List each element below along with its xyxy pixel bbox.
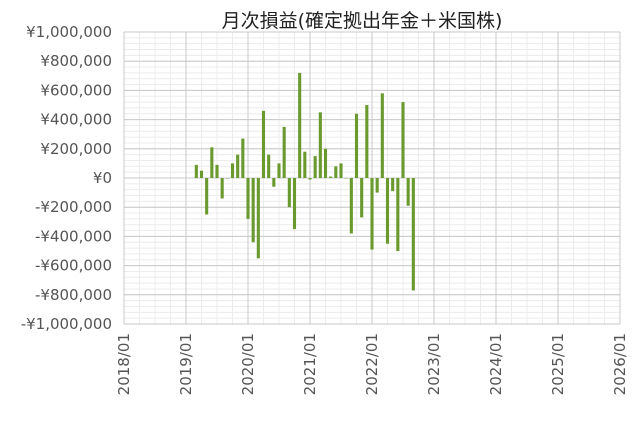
x-tick-label: 2019/01 (177, 333, 195, 395)
bar (225, 178, 229, 179)
bar (344, 178, 348, 179)
y-tick-label: ¥200,000 (40, 140, 112, 158)
y-tick-label: -¥400,000 (35, 227, 112, 245)
bar (236, 154, 240, 178)
bar (334, 166, 338, 178)
bar (199, 170, 204, 178)
bar-series (194, 72, 415, 291)
bar (241, 138, 245, 178)
bar (349, 178, 353, 234)
bar (194, 164, 198, 178)
x-tick-label: 2020/01 (239, 333, 257, 395)
bar (215, 164, 219, 178)
bar (411, 178, 415, 291)
bar (313, 156, 317, 178)
bar (318, 112, 322, 178)
y-tick-label: ¥800,000 (40, 52, 112, 70)
bar (256, 178, 260, 259)
bar (308, 178, 312, 180)
x-tick-label: 2023/01 (425, 333, 443, 395)
bar (323, 148, 328, 178)
bar (298, 72, 302, 178)
bar (396, 178, 400, 251)
bar (220, 178, 224, 199)
x-tick-label: 2018/01 (115, 333, 133, 395)
bar (365, 105, 369, 178)
y-tick-label: -¥1,000,000 (21, 315, 112, 333)
bar (303, 151, 307, 178)
bar (230, 163, 235, 178)
bar (251, 178, 255, 243)
y-tick-label: -¥600,000 (35, 257, 112, 275)
bar (401, 102, 405, 178)
y-tick-label: ¥400,000 (40, 111, 112, 129)
bar (292, 178, 297, 230)
y-tick-label: ¥0 (93, 169, 112, 187)
x-tick-label: 2025/01 (549, 333, 567, 395)
y-tick-label: -¥800,000 (35, 286, 112, 304)
bar (375, 178, 379, 193)
bar (406, 178, 410, 206)
bar (246, 178, 250, 219)
bar (282, 126, 286, 178)
bar (360, 178, 364, 218)
bar (329, 176, 333, 178)
bar (385, 178, 390, 244)
bar (272, 178, 276, 187)
bar (380, 93, 384, 178)
x-axis-ticks: 2018/01 2019/01 2020/01 2021/01 2022/01 2023/… (115, 333, 629, 395)
bar (205, 178, 209, 215)
bar (391, 178, 395, 192)
y-tick-label: ¥600,000 (40, 81, 112, 99)
chart-title: 月次損益(確定拠出年金＋米国株) (222, 10, 503, 32)
bar (339, 163, 343, 178)
y-tick-label: ¥1,000,000 (26, 23, 112, 41)
bar (267, 154, 271, 178)
x-tick-label: 2026/01 (611, 333, 629, 395)
bar (370, 178, 374, 250)
bar (210, 147, 214, 178)
bar (354, 113, 359, 178)
x-tick-label: 2021/01 (301, 333, 319, 395)
y-tick-label: -¥200,000 (35, 198, 112, 216)
bar (287, 178, 291, 208)
x-tick-label: 2022/01 (363, 333, 381, 395)
bar (277, 163, 281, 178)
bar (261, 110, 266, 178)
x-tick-label: 2024/01 (487, 333, 505, 395)
y-axis-ticks: ¥1,000,000 ¥800,000 ¥600,000 ¥400,000 ¥200,0… (21, 23, 112, 333)
